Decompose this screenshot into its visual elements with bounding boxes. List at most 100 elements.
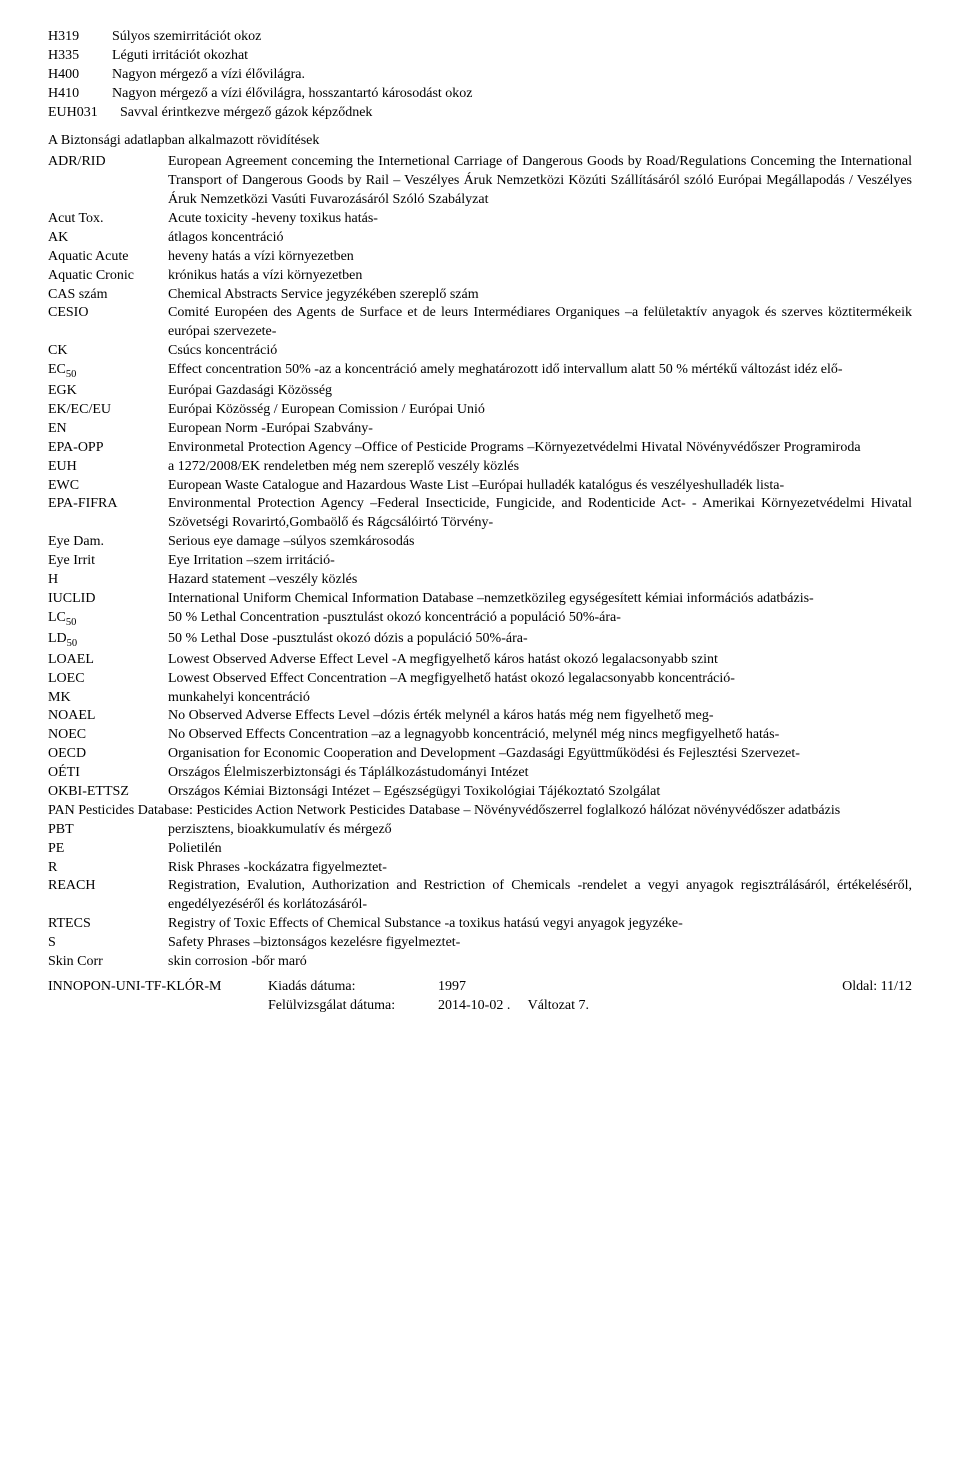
footer-review-label: Felülvizsgálat dátuma: <box>268 997 438 1016</box>
abbr-term: RTECS <box>48 915 168 934</box>
hazard-text: Súlyos szemirritációt okoz <box>112 28 912 47</box>
abbr-term: EGK <box>48 382 168 401</box>
abbr-term: AK <box>48 229 168 248</box>
abbr-term: EN <box>48 420 168 439</box>
abbr-row: EPA-OPPEnvironmetal Protection Agency –O… <box>48 439 912 458</box>
footer-issue-label: Kiadás dátuma: <box>268 978 438 997</box>
abbr-term: Eye Irrit <box>48 552 168 571</box>
abbr-row: PAN Pesticides Database: Pesticides Acti… <box>48 802 912 821</box>
hazard-row: EUH031Savval érintkezve mérgező gázok ké… <box>48 104 912 123</box>
abbr-term: NOAEL <box>48 707 168 726</box>
abbr-term: LD50 <box>48 630 168 651</box>
abbr-row: REACHRegistration, Evalution, Authorizat… <box>48 877 912 915</box>
abbr-term: IUCLID <box>48 590 168 609</box>
abbr-def: 50 % Lethal Concentration -pusztulást ok… <box>168 609 912 628</box>
abbr-term: OÉTI <box>48 764 168 783</box>
abbr-def: Országos Élelmiszerbiztonsági és Táplálk… <box>168 764 912 783</box>
abbr-def: Hazard statement –veszély közlés <box>168 571 912 590</box>
abbr-row: CAS számChemical Abstracts Service jegyz… <box>48 286 912 305</box>
abbr-term: LOAEL <box>48 651 168 670</box>
abbr-def: No Observed Effects Concentration –az a … <box>168 726 912 745</box>
abbr-term: LOEC <box>48 670 168 689</box>
abbr-row: LOECLowest Observed Effect Concentration… <box>48 670 912 689</box>
abbr-def: krónikus hatás a vízi környezetben <box>168 267 912 286</box>
page-footer: INNOPON-UNI-TF-KLÓR-M Kiadás dátuma: 199… <box>48 978 912 1016</box>
abbr-row: PEPolietilén <box>48 840 912 859</box>
abbr-row: LD5050 % Lethal Dose -pusztulást okozó d… <box>48 630 912 651</box>
abbr-term: Skin Corr <box>48 953 168 972</box>
footer-mid: Kiadás dátuma: 1997 Felülvizsgálat dátum… <box>268 978 792 1016</box>
abbr-term: R <box>48 859 168 878</box>
abbr-term: CESIO <box>48 304 168 323</box>
abbr-row: ENEuropean Norm -Európai Szabvány- <box>48 420 912 439</box>
abbr-term: OECD <box>48 745 168 764</box>
abbr-row: SSafety Phrases –biztonságos kezelésre f… <box>48 934 912 953</box>
abbr-def: Európai Gazdasági Közösség <box>168 382 912 401</box>
abbr-row: Eye Dam.Serious eye damage –súlyos szemk… <box>48 533 912 552</box>
abbr-def: munkahelyi koncentráció <box>168 689 912 708</box>
abbreviations-title: A Biztonsági adatlapban alkalmazott rövi… <box>48 132 912 151</box>
hazard-text: Nagyon mérgező a vízi élővilágra. <box>112 66 912 85</box>
abbr-def: Comité Européen des Agents de Surface et… <box>168 304 912 342</box>
abbr-term: Aquatic Acute <box>48 248 168 267</box>
abbr-def: European Norm -Európai Szabvány- <box>168 420 912 439</box>
abbr-def: Eye Irritation –szem irritáció- <box>168 552 912 571</box>
abbr-row: Skin Corrskin corrosion -bőr maró <box>48 953 912 972</box>
abbr-def: International Uniform Chemical Informati… <box>168 590 912 609</box>
abbr-row: Aquatic Cronickrónikus hatás a vízi körn… <box>48 267 912 286</box>
abbr-def: átlagos koncentráció <box>168 229 912 248</box>
hazard-code: H400 <box>48 66 112 85</box>
abbr-def: Lowest Observed Effect Concentration –A … <box>168 670 912 689</box>
abbr-def: Organisation for Economic Cooperation an… <box>168 745 912 764</box>
abbr-def: Registry of Toxic Effects of Chemical Su… <box>168 915 912 934</box>
abbr-def: Environmental Protection Agency –Federal… <box>168 495 912 533</box>
hazard-list: H319Súlyos szemirritációt okozH335Léguti… <box>48 28 912 128</box>
abbr-term: EPA-OPP <box>48 439 168 458</box>
hazard-row: H400Nagyon mérgező a vízi élővilágra. <box>48 66 912 85</box>
hazard-row: H319Súlyos szemirritációt okoz <box>48 28 912 47</box>
abbr-row: HHazard statement –veszély közlés <box>48 571 912 590</box>
abbr-def: Chemical Abstracts Service jegyzékében s… <box>168 286 912 305</box>
abbr-row: CKCsúcs koncentráció <box>48 342 912 361</box>
abbr-term: NOEC <box>48 726 168 745</box>
abbr-def: perzisztens, bioakkumulatív és mérgező <box>168 821 912 840</box>
abbr-term: LC50 <box>48 609 168 630</box>
abbr-def: Serious eye damage –súlyos szemkárosodás <box>168 533 912 552</box>
footer-product: INNOPON-UNI-TF-KLÓR-M <box>48 978 268 1016</box>
abbr-def: No Observed Adverse Effects Level –dózis… <box>168 707 912 726</box>
abbr-def: 50 % Lethal Dose -pusztulást okozó dózis… <box>168 630 912 649</box>
abbr-term: H <box>48 571 168 590</box>
abbr-def: heveny hatás a vízi környezetben <box>168 248 912 267</box>
abbr-row: OKBI-ETTSZOrszágos Kémiai Biztonsági Int… <box>48 783 912 802</box>
abbr-term: ADR/RID <box>48 153 168 172</box>
abbr-row: NOECNo Observed Effects Concentration –a… <box>48 726 912 745</box>
footer-version: Változat 7. <box>528 998 589 1013</box>
hazard-code: H410 <box>48 85 112 104</box>
abbr-row: IUCLIDInternational Uniform Chemical Inf… <box>48 590 912 609</box>
abbr-row: LC5050 % Lethal Concentration -pusztulás… <box>48 609 912 630</box>
abbr-term: EUH <box>48 458 168 477</box>
abbr-row: Aquatic Acuteheveny hatás a vízi környez… <box>48 248 912 267</box>
abbr-term: PBT <box>48 821 168 840</box>
abbr-def: Risk Phrases -kockázatra figyelmeztet- <box>168 859 912 878</box>
abbr-row: OÉTIOrszágos Élelmiszerbiztonsági és Táp… <box>48 764 912 783</box>
abbr-row: ADR/RIDEuropean Agreement conceming the … <box>48 153 912 210</box>
hazard-code: H335 <box>48 47 112 66</box>
abbr-row: Eye IrritEye Irritation –szem irritáció- <box>48 552 912 571</box>
abbr-term: S <box>48 934 168 953</box>
footer-issue-value: 1997 <box>438 978 792 997</box>
abbr-def: a 1272/2008/EK rendeletben még nem szere… <box>168 458 912 477</box>
footer-review-block: 2014-10-02 . Változat 7. <box>438 997 792 1016</box>
abbr-term: Acut Tox. <box>48 210 168 229</box>
abbr-term: Eye Dam. <box>48 533 168 552</box>
abbr-term: MK <box>48 689 168 708</box>
hazard-code: H319 <box>48 28 112 47</box>
abbr-row: EGKEurópai Gazdasági Közösség <box>48 382 912 401</box>
abbr-row: OECDOrganisation for Economic Cooperatio… <box>48 745 912 764</box>
hazard-row: H335Léguti irritációt okozhat <box>48 47 912 66</box>
abbr-def: Országos Kémiai Biztonsági Intézet – Egé… <box>168 783 912 802</box>
abbr-row: RTECSRegistry of Toxic Effects of Chemic… <box>48 915 912 934</box>
abbr-term: EPA-FIFRA <box>48 495 168 514</box>
abbr-def: Effect concentration 50% -az a koncentrá… <box>168 361 912 380</box>
abbr-row: NOAELNo Observed Adverse Effects Level –… <box>48 707 912 726</box>
